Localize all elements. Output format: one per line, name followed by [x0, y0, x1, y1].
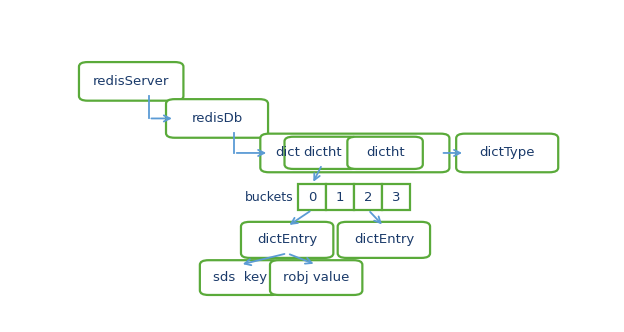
- Text: redisDb: redisDb: [192, 112, 243, 125]
- FancyBboxPatch shape: [285, 137, 360, 169]
- Bar: [382, 184, 410, 210]
- Text: 1: 1: [336, 191, 344, 204]
- Bar: [298, 184, 326, 210]
- Text: redisServer: redisServer: [93, 75, 169, 88]
- FancyBboxPatch shape: [79, 62, 183, 101]
- Text: dictEntry: dictEntry: [354, 233, 414, 246]
- FancyBboxPatch shape: [260, 134, 449, 172]
- FancyBboxPatch shape: [200, 260, 280, 295]
- Bar: [326, 184, 354, 210]
- FancyBboxPatch shape: [338, 222, 430, 258]
- Text: 3: 3: [392, 191, 401, 204]
- Text: sds  key: sds key: [213, 271, 267, 284]
- Text: dictht: dictht: [366, 146, 404, 159]
- Text: dictEntry: dictEntry: [257, 233, 317, 246]
- Text: dict: dict: [275, 146, 300, 159]
- Text: 2: 2: [364, 191, 373, 204]
- Text: buckets: buckets: [245, 191, 293, 204]
- FancyBboxPatch shape: [270, 260, 363, 295]
- Text: dictht: dictht: [303, 146, 341, 159]
- Text: dictType: dictType: [479, 146, 535, 159]
- FancyBboxPatch shape: [166, 99, 268, 138]
- FancyBboxPatch shape: [241, 222, 333, 258]
- Text: robj value: robj value: [283, 271, 349, 284]
- FancyBboxPatch shape: [456, 134, 558, 172]
- Bar: [354, 184, 382, 210]
- Text: 0: 0: [308, 191, 316, 204]
- FancyBboxPatch shape: [348, 137, 423, 169]
